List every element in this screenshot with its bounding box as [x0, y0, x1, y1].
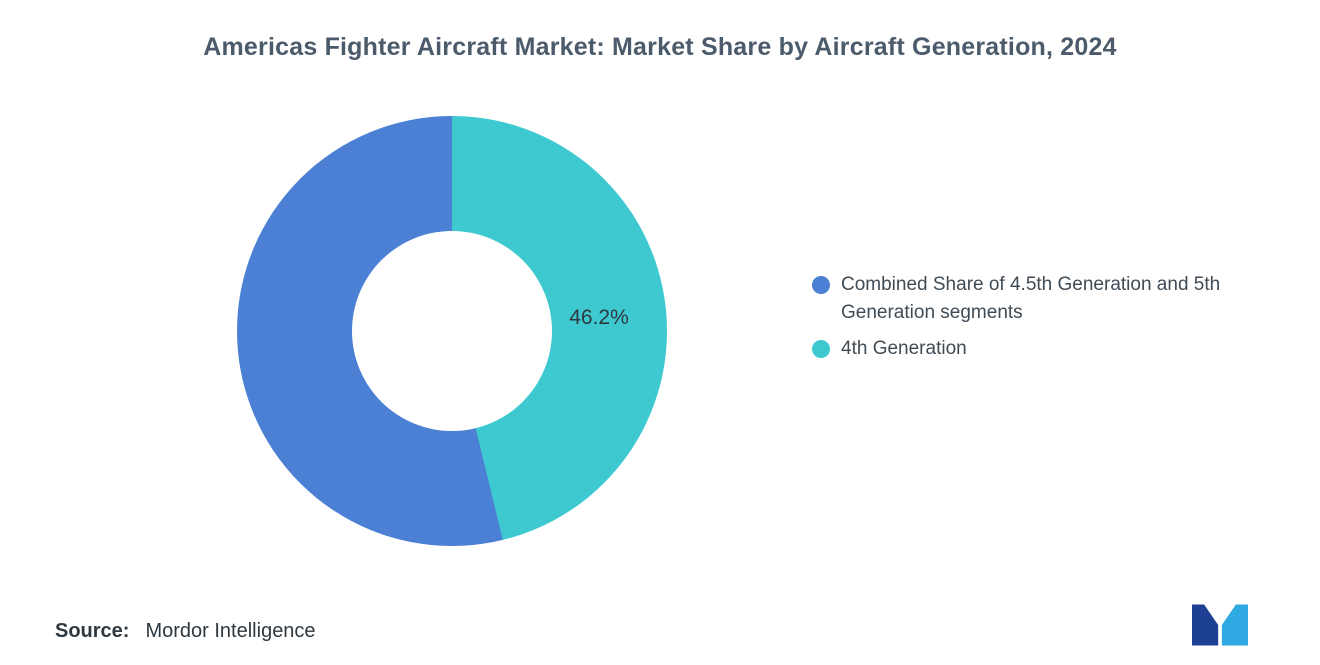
slice-data-label: 46.2% [569, 306, 629, 329]
donut-hole [352, 231, 552, 431]
legend-label: 4th Generation [841, 338, 967, 359]
chart-title: Americas Fighter Aircraft Market: Market… [203, 33, 1117, 61]
legend-swatch-blue [812, 276, 830, 294]
logo-right-shape [1221, 604, 1248, 646]
legend-item-combined-share: Combined Share of 4.5th Generation and 5… [812, 271, 1272, 327]
source-prefix: Source: [55, 620, 130, 642]
source-text: Mordor Intelligence [145, 620, 316, 642]
legend-item-4th-generation: 4th Generation [812, 335, 1272, 363]
source-note: Source: Mordor Intelligence [55, 620, 316, 643]
legend-label: Combined Share of 4.5th Generation and 5… [841, 274, 1221, 323]
legend: Combined Share of 4.5th Generation and 5… [812, 271, 1272, 371]
logo-left-shape [1192, 604, 1219, 646]
mordor-logo-mark [1192, 604, 1248, 646]
legend-swatch-teal [812, 340, 830, 358]
mordor-intelligence-logo [1192, 602, 1248, 648]
donut-chart: 46.2% [237, 116, 667, 546]
